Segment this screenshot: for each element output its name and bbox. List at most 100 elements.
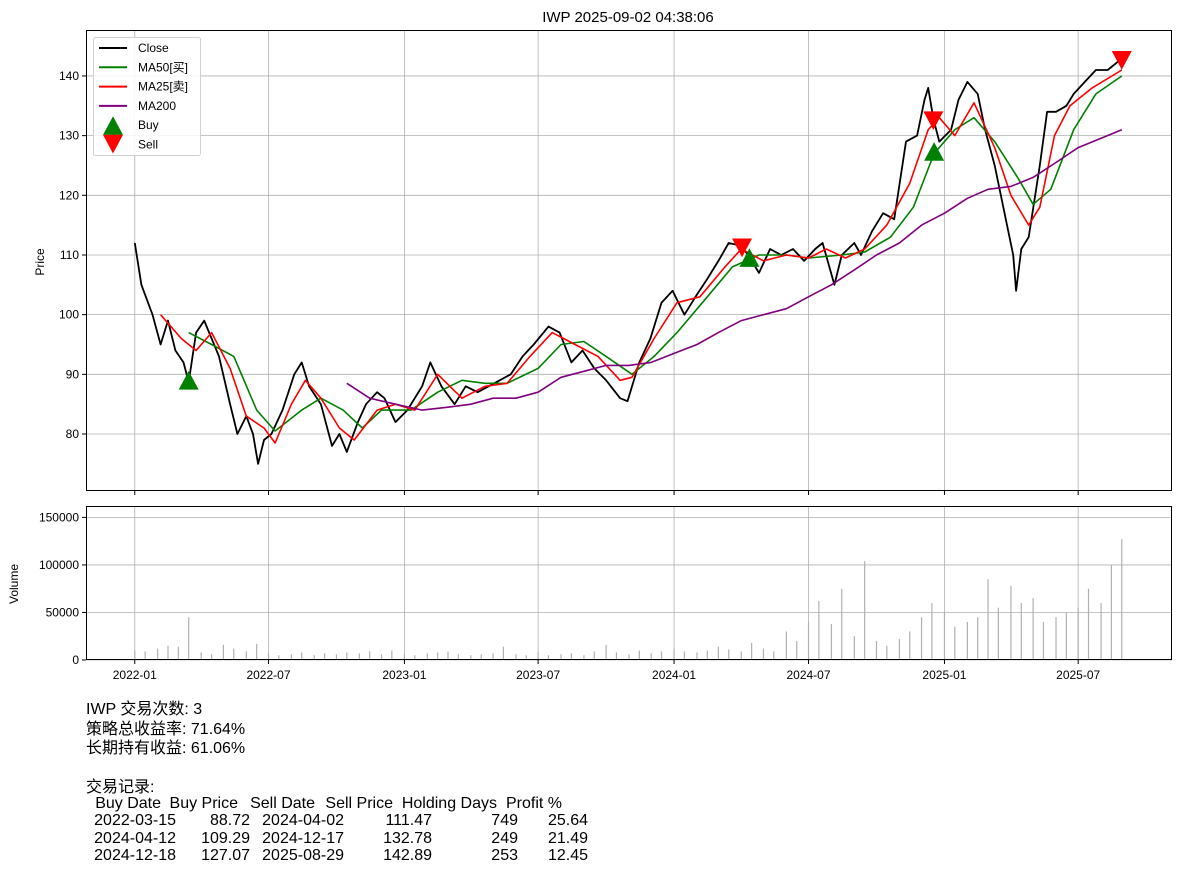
volume-bar <box>470 655 472 660</box>
volume-bar <box>157 648 159 660</box>
x-tick-label: 2023-01 <box>382 668 426 682</box>
volume-bar <box>943 612 946 660</box>
price-y-tick-label: 80 <box>66 427 80 441</box>
chart-title: IWP 2025-09-02 04:38:06 <box>542 9 714 26</box>
x-tick-label: 2022-01 <box>113 668 157 682</box>
price-lines <box>133 57 1123 465</box>
volume-bar <box>773 651 775 660</box>
volume-bar <box>796 640 798 660</box>
volume-bar <box>167 645 169 660</box>
trade-markers <box>178 51 1132 390</box>
volume-bar <box>593 651 595 660</box>
volume-bar <box>818 601 820 660</box>
volume-bar <box>278 655 280 660</box>
volume-bar <box>1077 607 1079 660</box>
volume-bar <box>134 650 136 660</box>
legend-label: Close <box>138 41 169 55</box>
volume-bar <box>977 617 979 660</box>
volume-bar <box>1110 564 1113 660</box>
volume-bar <box>492 653 494 660</box>
legend: Close MA50[买] MA25[卖] MA200 Buy Sell <box>93 37 201 156</box>
volume-bar <box>673 648 675 660</box>
legend-label: Sell <box>138 138 158 152</box>
x-tick-label: 2025-07 <box>1056 668 1100 682</box>
sell-marker <box>1111 51 1132 70</box>
table-cell: 12.45 <box>547 847 588 864</box>
price-y-tick-label: 100 <box>59 308 79 322</box>
volume-bar <box>188 617 190 660</box>
volume-bar <box>728 649 730 660</box>
x-tick-label: 2025-01 <box>922 668 966 682</box>
volume-bar <box>1010 585 1012 660</box>
volume-bar <box>560 654 562 660</box>
volume-bar <box>1100 602 1102 660</box>
trade-records-label: 交易记录: <box>86 778 155 796</box>
volume-bar <box>380 654 383 660</box>
table-cell: 132.78 <box>383 829 432 847</box>
volume-bar <box>570 653 572 660</box>
volume-bar <box>660 651 663 660</box>
volume-bar <box>301 652 303 660</box>
volume-bar <box>245 651 247 660</box>
volume-y-tick-label: 100000 <box>39 558 79 572</box>
volume-bar <box>144 651 146 660</box>
volume-bar <box>909 631 911 660</box>
volume-bar <box>717 646 719 660</box>
volume-bar <box>502 646 505 660</box>
volume-bar <box>222 644 225 660</box>
table-cell: 2024-12-18 <box>94 847 176 864</box>
table-cell: 142.89 <box>383 847 432 864</box>
volume-axes-frame <box>86 506 1172 660</box>
series-line-ma200 <box>346 128 1123 411</box>
buy-hold-return: 长期持有收益: 61.06% <box>86 740 246 757</box>
legend-label: MA50[买] <box>138 60 188 74</box>
legend-label: MA25[卖] <box>138 80 188 94</box>
volume-y-tick-label: 150000 <box>39 510 79 524</box>
volume-bar <box>267 653 270 660</box>
sell-marker <box>923 111 944 131</box>
volume-bar <box>853 636 855 660</box>
table-cell: 2022-03-15 <box>94 812 176 829</box>
volume-bar <box>1055 617 1057 660</box>
series-line-ma50 <box>188 75 1123 432</box>
table-cell: 2024-04-12 <box>94 829 176 847</box>
volume-bar <box>346 652 348 660</box>
volume-bar <box>1020 602 1022 660</box>
volume-bar <box>1032 598 1034 660</box>
volume-bar <box>515 654 517 660</box>
volume-bar <box>200 652 202 660</box>
strategy-stats: IWP 交易次数: 3 策略总收益率: 71.64% 长期持有收益: 61.06… <box>86 700 245 797</box>
volume-bar <box>615 652 618 660</box>
price-grid <box>86 30 1172 491</box>
volume-bar <box>1065 612 1067 660</box>
volume-bar <box>605 644 607 660</box>
price-y-tick-label: 110 <box>60 248 79 262</box>
table-header-cell: Buy Price <box>169 795 238 812</box>
volume-bar <box>447 651 449 660</box>
series-line-close <box>133 57 1123 465</box>
volume-bar <box>369 651 371 660</box>
volume-bar <box>920 617 923 660</box>
table-cell: 253 <box>491 847 518 864</box>
volume-bar <box>426 653 428 660</box>
volume-bar <box>583 655 585 660</box>
legend-label: MA200 <box>138 99 176 113</box>
buy-marker <box>924 142 945 161</box>
table-cell: 109.29 <box>201 829 250 847</box>
price-axes-frame <box>86 30 1172 491</box>
volume-bar <box>987 579 989 660</box>
volume-bar <box>437 652 439 660</box>
volume-bar <box>1121 539 1123 660</box>
x-tick-label: 2024-01 <box>652 668 696 682</box>
buy-marker <box>739 248 760 267</box>
volume-bar <box>391 650 393 660</box>
strategy-return: 策略总收益率: 71.64% <box>86 720 246 738</box>
volume-bar <box>830 623 833 660</box>
volume-y-tick-label: 0 <box>72 653 79 667</box>
legend-buy-icon <box>103 116 123 135</box>
volume-bar <box>457 654 459 660</box>
table-cell: 88.72 <box>209 812 250 829</box>
volume-bar <box>898 639 900 660</box>
volume-bar <box>628 654 630 660</box>
legend-label: Buy <box>138 118 159 132</box>
